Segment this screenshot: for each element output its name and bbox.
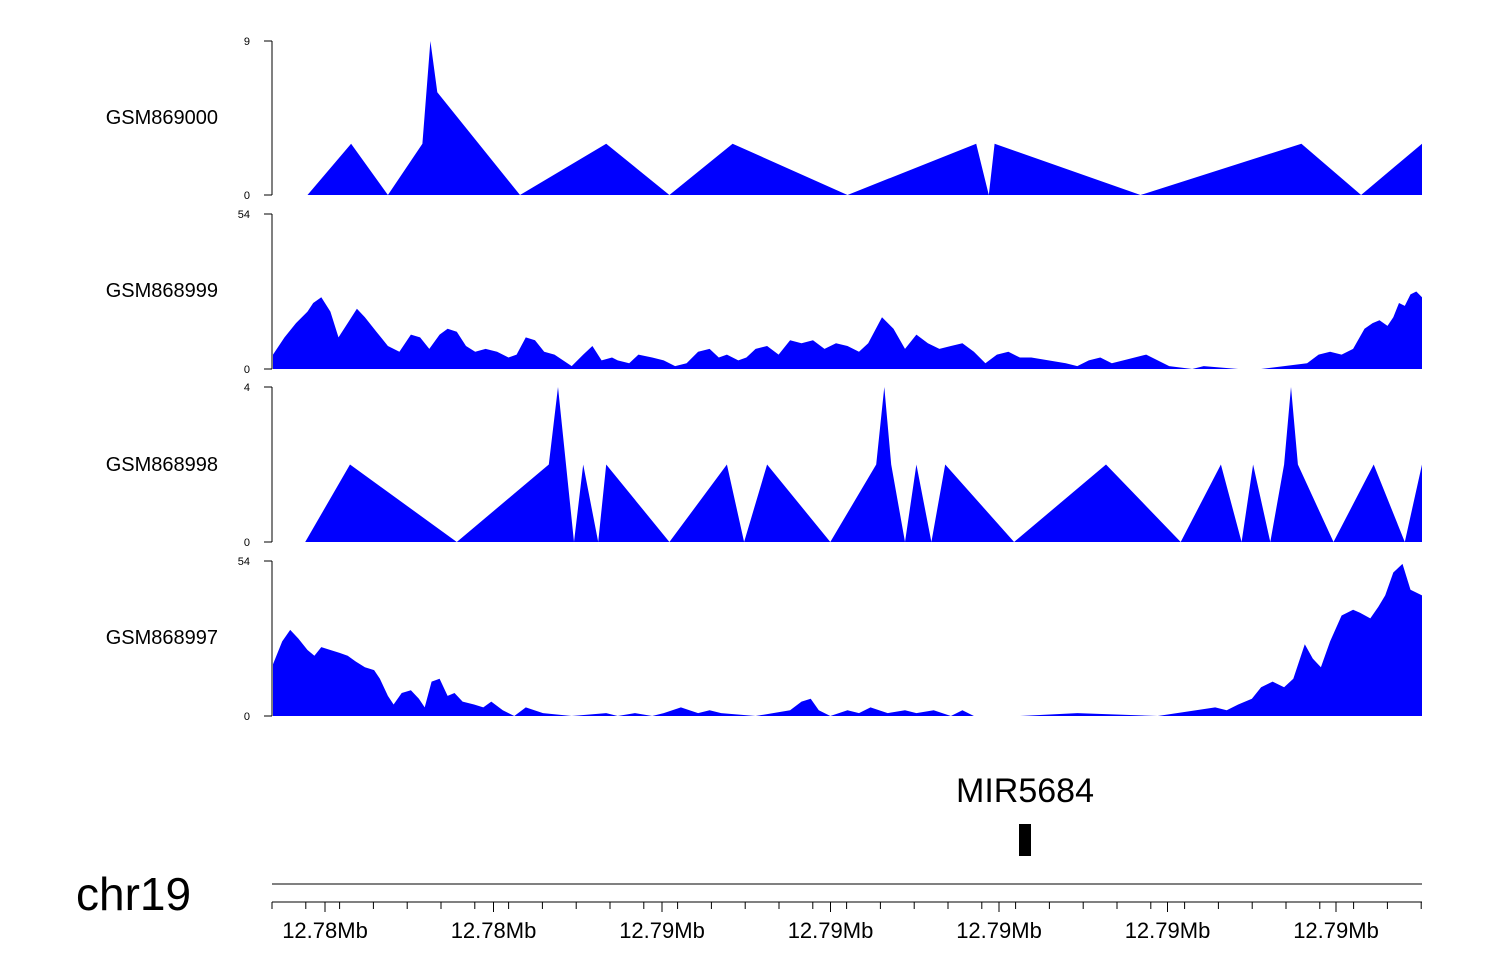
track-label: GSM868998 <box>106 454 218 476</box>
x-tick-label: 12.79Mb <box>1293 918 1379 943</box>
chromosome-label: chr19 <box>76 868 191 920</box>
y-tick-label: 0 <box>244 537 250 549</box>
track-gsm868998: GSM868998 4 0 <box>106 382 1423 549</box>
x-tick-label: 12.79Mb <box>1125 918 1211 943</box>
x-tick-label: 12.79Mb <box>619 918 705 943</box>
x-tick-label: 12.79Mb <box>956 918 1042 943</box>
track-label: GSM868999 <box>106 280 218 302</box>
y-tick-label: 9 <box>244 36 250 48</box>
minor-ticks <box>271 902 1422 909</box>
major-ticks: 12.78Mb 12.78Mb 12.79Mb 12.79Mb 12.79Mb 12.79… <box>282 902 1379 943</box>
y-tick-label: 0 <box>244 364 250 376</box>
gene-annotation: MIR5684 <box>956 772 1094 856</box>
y-tick-label: 54 <box>238 209 250 221</box>
track-gsm868997: GSM868997 54 0 <box>106 556 1422 723</box>
coverage-area <box>273 563 1422 716</box>
y-tick-label: 0 <box>244 190 250 202</box>
track-label: GSM868997 <box>106 627 218 649</box>
track-label: GSM869000 <box>106 107 218 129</box>
gene-feature <box>1019 824 1031 856</box>
coverage-area <box>307 41 1422 195</box>
track-gsm869000: GSM869000 9 0 <box>106 36 1422 202</box>
x-tick-label: 12.78Mb <box>451 918 537 943</box>
y-tick-label: 54 <box>238 556 250 568</box>
gene-label: MIR5684 <box>956 772 1094 810</box>
y-tick-label: 4 <box>244 382 250 394</box>
x-tick-label: 12.79Mb <box>788 918 874 943</box>
x-tick-label: 12.78Mb <box>282 918 368 943</box>
y-tick-label: 0 <box>244 711 250 723</box>
genome-axis: 12.78Mb 12.78Mb 12.79Mb 12.79Mb 12.79Mb 12.79… <box>271 883 1422 943</box>
coverage-area <box>305 387 1423 542</box>
coverage-area <box>273 291 1422 369</box>
track-gsm868999: GSM868999 54 0 <box>106 209 1422 376</box>
